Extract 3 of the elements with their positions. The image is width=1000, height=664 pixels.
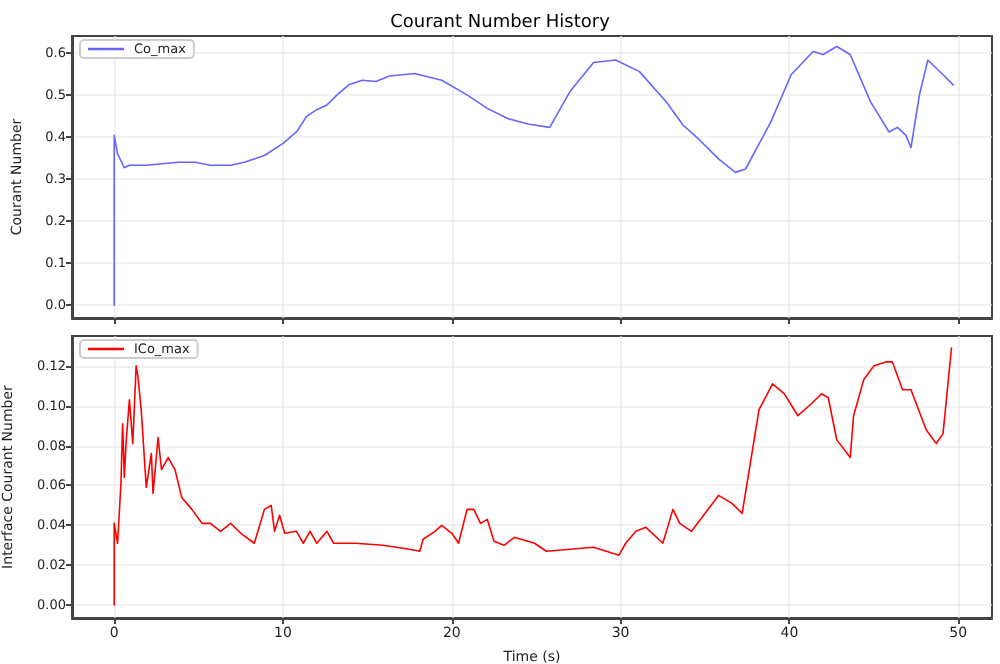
line-series — [113, 45, 954, 307]
line-series — [113, 347, 953, 606]
chart-title: Courant Number History — [390, 13, 612, 33]
